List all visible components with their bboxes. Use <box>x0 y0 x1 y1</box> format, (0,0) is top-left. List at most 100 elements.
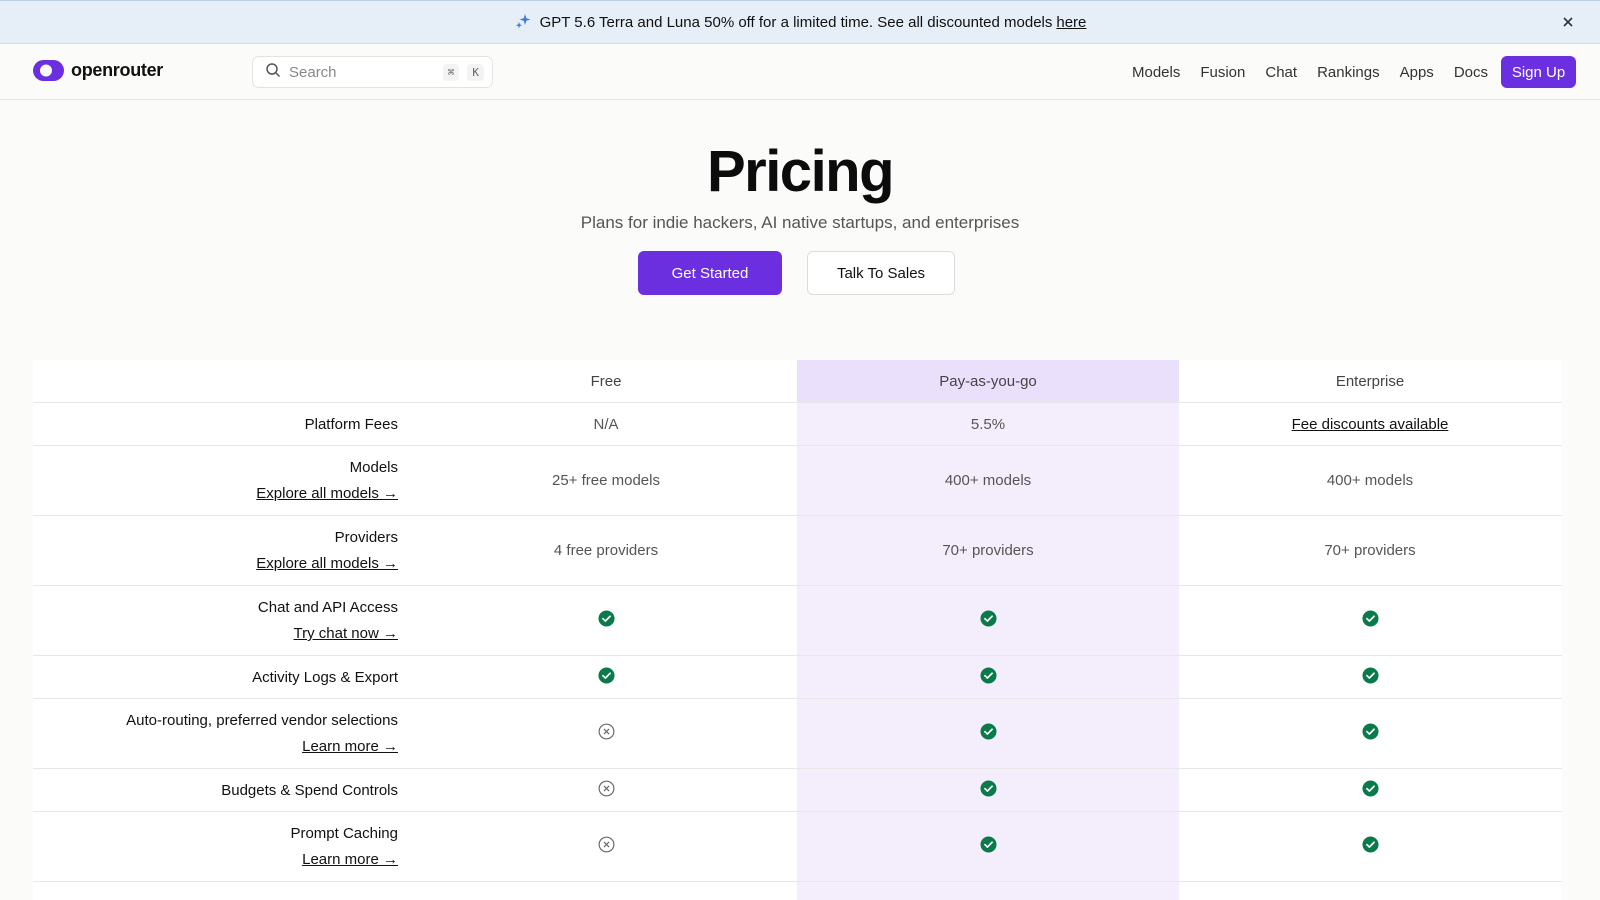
table-row: Activity Logs & Export <box>33 656 1562 699</box>
check-icon <box>979 610 997 631</box>
row-label-text: Activity Logs & Export <box>252 668 398 686</box>
row-label-text: Budgets & Spend Controls <box>221 781 398 799</box>
sparkle-icon <box>514 13 532 31</box>
cell-value: 25+ free models <box>552 472 660 489</box>
row-label: Providers Explore all models → <box>33 516 415 585</box>
cell-pay-as-you-go <box>797 586 1179 655</box>
check-icon <box>597 610 615 631</box>
row-label-text: Prompt Caching <box>290 825 398 842</box>
check-icon <box>1361 836 1379 857</box>
cell-free: 4 free providers <box>415 516 797 585</box>
empty-cell <box>797 882 1179 900</box>
talk-to-sales-button[interactable]: Talk To Sales <box>807 251 955 295</box>
cell-enterprise <box>1179 699 1561 768</box>
empty-cell <box>1179 882 1561 900</box>
check-icon <box>1361 610 1379 631</box>
check-icon <box>597 666 615 688</box>
cell-pay-as-you-go: 70+ providers <box>797 516 1179 585</box>
logo-text: openrouter <box>71 60 164 80</box>
column-free: Free <box>415 360 797 402</box>
row-link[interactable]: Explore all models → <box>256 485 398 502</box>
shortcut-command: ⌘ <box>442 63 460 81</box>
column-pay-as-you-go: Pay-as-you-go <box>797 360 1179 402</box>
nav-rankings[interactable]: Rankings <box>1317 63 1380 81</box>
table-header-row: Free Pay-as-you-go Enterprise <box>33 360 1562 403</box>
table-row <box>33 882 1562 900</box>
table-row: Models Explore all models → 25+ free model… <box>33 446 1562 516</box>
row-label-text: Chat and API Access <box>257 599 398 616</box>
cell-enterprise <box>1179 769 1561 811</box>
column-enterprise: Enterprise <box>1179 360 1561 402</box>
row-link[interactable]: Try chat now → <box>293 625 398 642</box>
x-circle-icon <box>598 723 615 744</box>
cell-value: 5.5% <box>970 415 1006 433</box>
empty-cell <box>33 882 415 900</box>
search-placeholder: Search <box>289 63 337 81</box>
row-label-text: Platform Fees <box>304 415 398 433</box>
cell-pay-as-you-go <box>797 812 1179 881</box>
nav-models[interactable]: Models <box>1131 63 1181 81</box>
cell-enterprise <box>1179 586 1561 655</box>
cell-pay-as-you-go: 5.5% <box>797 403 1179 445</box>
row-label: Platform Fees <box>33 403 415 445</box>
cell-value: 4 free providers <box>553 542 659 559</box>
nav-apps[interactable]: Apps <box>1399 63 1434 81</box>
row-label: Models Explore all models → <box>33 446 415 515</box>
cell-enterprise: Fee discounts available <box>1179 403 1561 445</box>
check-icon <box>979 779 997 801</box>
search-icon <box>265 62 281 83</box>
x-circle-icon <box>598 780 615 801</box>
row-label-text: Auto-routing, preferred vendor selection… <box>126 712 398 729</box>
row-link[interactable]: Explore all models → <box>256 555 398 572</box>
check-icon <box>1361 666 1379 688</box>
header-empty-cell <box>33 360 415 402</box>
table-row: Auto-routing, preferred vendor selection… <box>33 699 1562 769</box>
cell-pay-as-you-go <box>797 769 1179 811</box>
cell-value: N/A <box>593 415 619 433</box>
check-icon <box>979 666 997 688</box>
cell-enterprise: 70+ providers <box>1179 516 1561 585</box>
cell-free: 25+ free models <box>415 446 797 515</box>
x-circle-icon <box>598 836 615 857</box>
row-label: Budgets & Spend Controls <box>33 769 415 811</box>
cell-value: 400+ models <box>1326 472 1414 489</box>
cell-free: N/A <box>415 403 797 445</box>
page-title: Pricing <box>706 139 895 204</box>
cell-free <box>415 586 797 655</box>
check-icon <box>979 836 997 857</box>
cell-free <box>415 699 797 768</box>
check-icon <box>979 723 997 744</box>
cell-enterprise <box>1179 656 1561 698</box>
cell-enterprise: 400+ models <box>1179 446 1561 515</box>
top-nav: openrouter Search ⌘ K Models Fusion Chat… <box>0 44 1600 100</box>
cell-free <box>415 656 797 698</box>
row-label: Activity Logs & Export <box>33 656 415 698</box>
row-label: Auto-routing, preferred vendor selection… <box>33 699 415 768</box>
close-icon[interactable] <box>1558 12 1578 32</box>
openrouter-logo-icon <box>33 60 64 81</box>
search-input[interactable]: Search ⌘ K <box>252 56 493 88</box>
get-started-button[interactable]: Get Started <box>638 251 782 295</box>
cell-value: 70+ providers <box>1324 542 1416 559</box>
promo-banner: GPT 5.6 Terra and Luna 50% off for a lim… <box>0 0 1600 44</box>
cell-pay-as-you-go: 400+ models <box>797 446 1179 515</box>
signup-button[interactable]: Sign Up <box>1501 56 1576 88</box>
shortcut-key: K <box>467 63 484 81</box>
row-label: Chat and API Access Try chat now → <box>33 586 415 655</box>
nav-chat[interactable]: Chat <box>1265 63 1298 81</box>
nav-docs[interactable]: Docs <box>1453 63 1488 81</box>
banner-link[interactable]: here <box>1056 13 1087 31</box>
table-row: Prompt Caching Learn more → <box>33 812 1562 882</box>
nav-fusion[interactable]: Fusion <box>1200 63 1246 81</box>
nav-links: Models Fusion Chat Rankings Apps Docs Si… <box>1112 56 1576 88</box>
row-link[interactable]: Learn more → <box>302 851 398 868</box>
cell-enterprise <box>1179 812 1561 881</box>
cell-pay-as-you-go <box>797 656 1179 698</box>
logo[interactable]: openrouter <box>33 59 163 82</box>
check-icon <box>1361 723 1379 744</box>
page-subtitle: Plans for indie hackers, AI native start… <box>580 213 1020 232</box>
table-row: Platform Fees N/A 5.5% Fee discounts availa… <box>33 403 1562 446</box>
row-link[interactable]: Learn more → <box>302 738 398 755</box>
fee-discounts-link[interactable]: Fee discounts available <box>1291 415 1449 433</box>
cell-free <box>415 769 797 811</box>
